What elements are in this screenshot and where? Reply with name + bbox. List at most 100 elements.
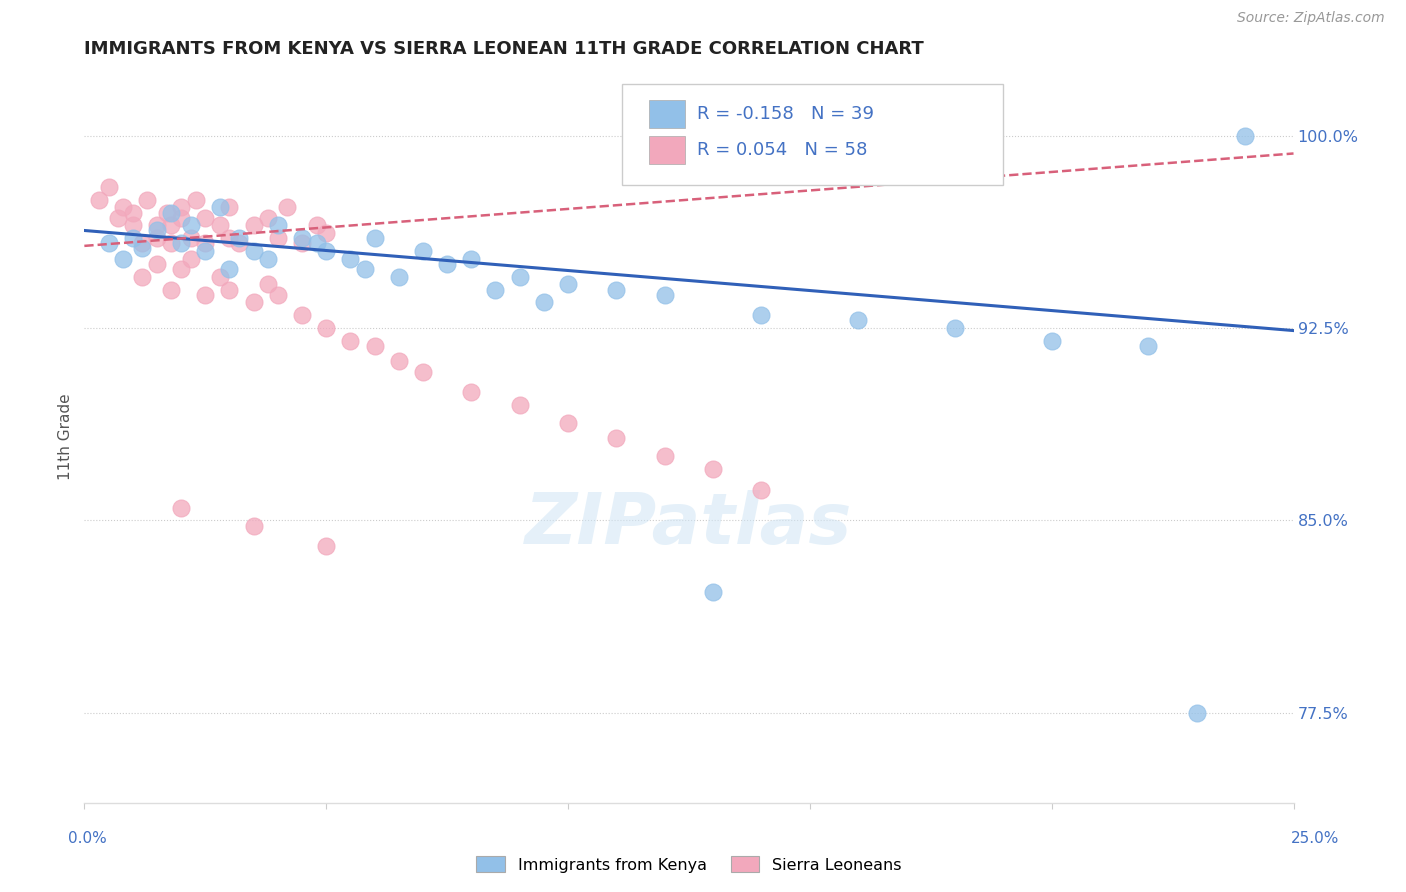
Point (170, 236, 193, 251)
Point (267, 219, 290, 233)
Point (218, 231, 240, 245)
Point (146, 223, 169, 237)
Text: 25.0%: 25.0% (1291, 831, 1339, 846)
Text: R = 0.054   N = 58: R = 0.054 N = 58 (697, 141, 868, 160)
Point (751, 483, 773, 497)
Point (131, 269, 153, 284)
Point (339, 334, 361, 348)
Point (121, 219, 143, 233)
Point (509, 398, 531, 412)
Point (170, 200, 193, 214)
Point (218, 283, 240, 297)
Point (315, 321, 337, 335)
Point (218, 200, 240, 214)
Point (363, 339, 385, 353)
Point (1137, 339, 1160, 353)
Point (388, 269, 411, 284)
Text: Source: ZipAtlas.com: Source: ZipAtlas.com (1237, 12, 1385, 25)
Point (121, 205, 143, 219)
FancyBboxPatch shape (623, 84, 1004, 185)
Point (194, 211, 217, 225)
Point (388, 354, 411, 368)
Point (194, 244, 217, 258)
Point (242, 219, 264, 233)
Point (267, 287, 290, 301)
Point (97, 236, 120, 251)
Point (184, 193, 207, 207)
Point (509, 269, 531, 284)
Point (146, 257, 169, 271)
Point (305, 236, 328, 251)
Point (208, 200, 231, 214)
Point (146, 231, 169, 245)
Point (363, 231, 385, 245)
Point (605, 283, 627, 297)
Point (354, 262, 377, 277)
Text: ZIPatlas: ZIPatlas (526, 491, 852, 559)
Point (97, 179, 120, 194)
Point (654, 287, 676, 301)
Point (160, 283, 183, 297)
Point (751, 308, 773, 322)
Point (1185, 706, 1208, 720)
Point (654, 450, 676, 464)
Point (267, 231, 290, 245)
Point (208, 269, 231, 284)
Point (242, 244, 264, 258)
Point (208, 219, 231, 233)
Point (291, 236, 314, 251)
Point (460, 252, 482, 266)
Point (315, 244, 337, 258)
Point (180, 219, 202, 233)
Point (170, 500, 193, 515)
Point (228, 236, 250, 251)
Point (160, 205, 183, 219)
Point (121, 231, 143, 245)
Point (170, 262, 193, 277)
Point (702, 585, 724, 599)
Point (112, 200, 135, 214)
Point (107, 211, 129, 225)
Point (180, 252, 202, 266)
Point (170, 211, 193, 225)
Point (242, 295, 264, 310)
Point (155, 205, 177, 219)
Point (305, 219, 328, 233)
Point (131, 236, 153, 251)
Text: 0.0%: 0.0% (67, 831, 107, 846)
Point (436, 257, 458, 271)
Point (180, 231, 202, 245)
Point (257, 211, 280, 225)
Text: IMMIGRANTS FROM KENYA VS SIERRA LEONEAN 11TH GRADE CORRELATION CHART: IMMIGRANTS FROM KENYA VS SIERRA LEONEAN … (84, 40, 924, 58)
Point (194, 287, 217, 301)
Point (257, 252, 280, 266)
FancyBboxPatch shape (650, 136, 685, 164)
Point (291, 231, 314, 245)
Point (557, 416, 579, 430)
Point (1040, 334, 1063, 348)
Point (412, 244, 434, 258)
Point (228, 231, 250, 245)
Point (242, 518, 264, 533)
Point (943, 321, 966, 335)
FancyBboxPatch shape (650, 100, 685, 128)
Point (291, 308, 314, 322)
Point (160, 219, 183, 233)
Point (160, 236, 183, 251)
Point (112, 252, 135, 266)
Y-axis label: 11th Grade: 11th Grade (58, 393, 73, 481)
Point (87, 193, 110, 207)
Point (846, 313, 869, 327)
Text: R = -0.158   N = 39: R = -0.158 N = 39 (697, 104, 875, 123)
Point (131, 242, 153, 256)
Point (412, 365, 434, 379)
Point (315, 539, 337, 553)
Point (194, 236, 217, 251)
Point (702, 462, 724, 476)
Point (136, 193, 159, 207)
Point (484, 283, 506, 297)
Point (276, 200, 298, 214)
Point (1234, 128, 1257, 143)
Legend: Immigrants from Kenya, Sierra Leoneans: Immigrants from Kenya, Sierra Leoneans (470, 849, 908, 879)
Point (557, 277, 579, 292)
